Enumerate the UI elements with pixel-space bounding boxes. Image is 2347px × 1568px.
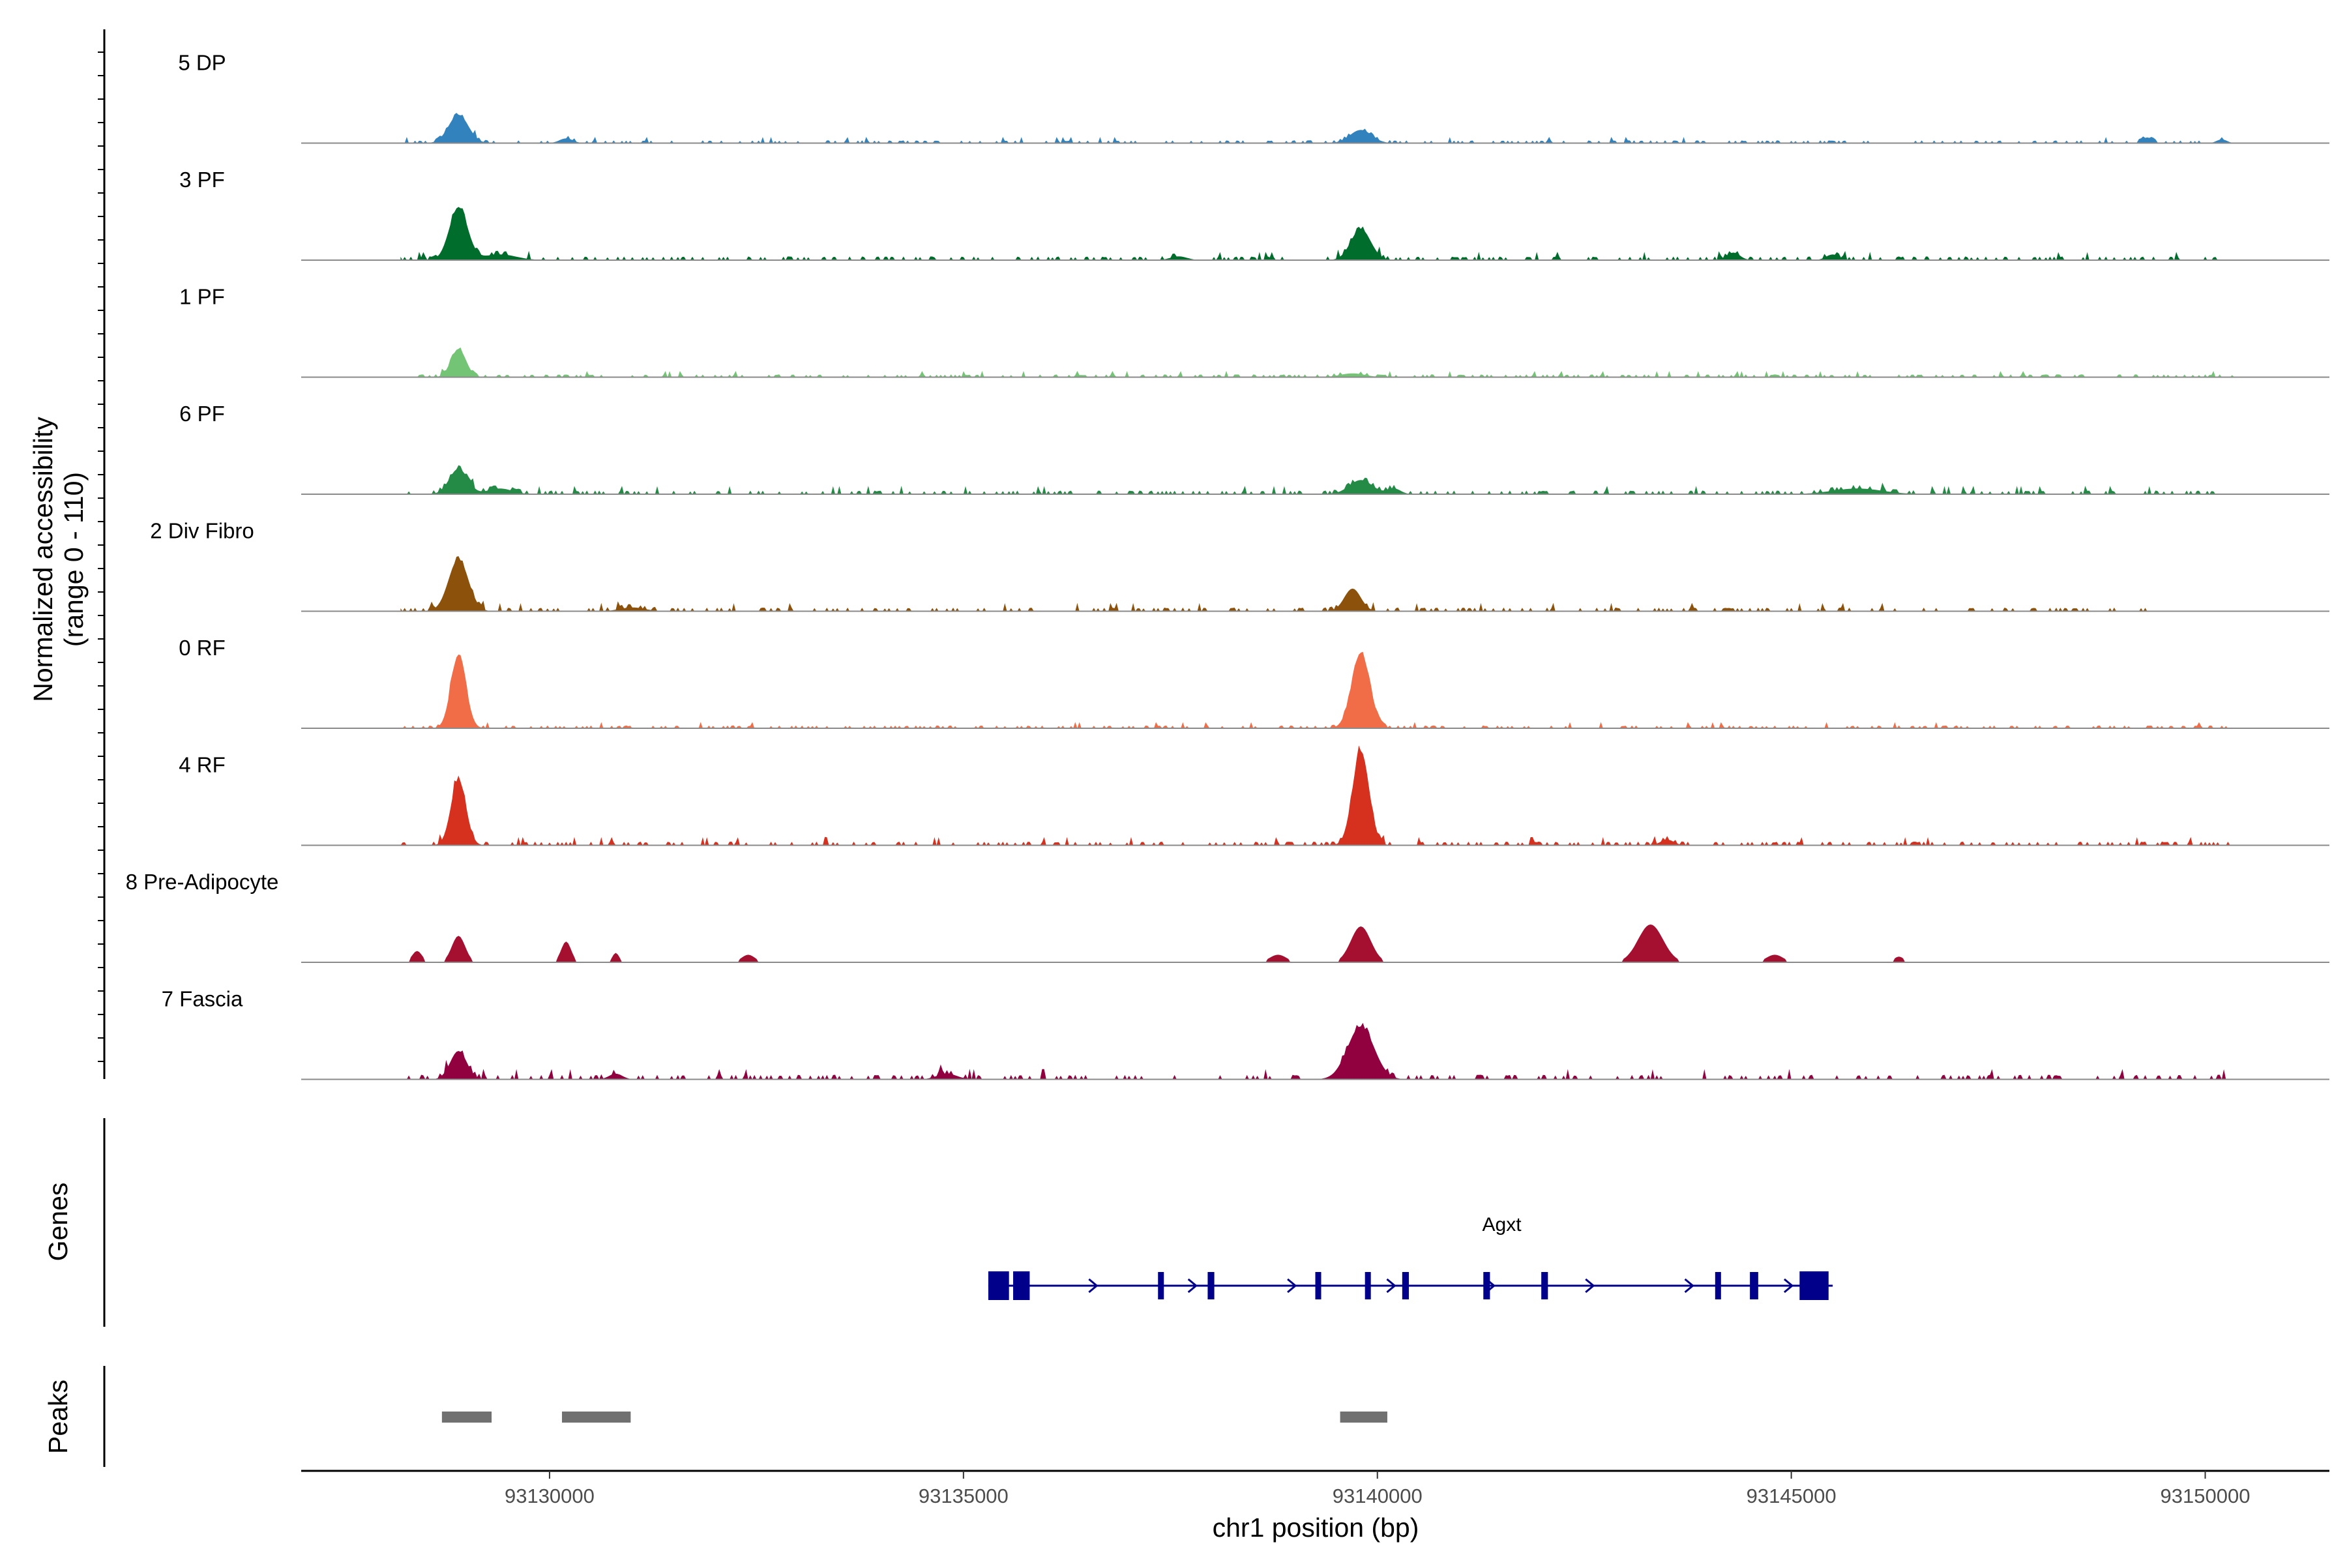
- x-axis-title: chr1 position (bp): [1213, 1513, 1419, 1543]
- gene-exon: [1158, 1272, 1164, 1299]
- gene-exon: [988, 1271, 1009, 1300]
- genes-track-title: Genes: [43, 1183, 73, 1262]
- coverage-area: [400, 1022, 2230, 1080]
- coverage-area: [400, 113, 2239, 143]
- track-7-fascia: [301, 1022, 2329, 1080]
- peak-region: [1340, 1412, 1387, 1423]
- x-tick-label: 93150000: [2161, 1485, 2251, 1507]
- x-tick-label: 93130000: [505, 1485, 595, 1507]
- peaks-track-title: Peaks: [43, 1380, 73, 1454]
- peak-region: [441, 1412, 492, 1423]
- gene-annotation-track: Agxt: [988, 1214, 1833, 1300]
- coverage-area: [400, 347, 2239, 377]
- track-label: 6 PF: [179, 402, 225, 426]
- coverage-area: [400, 651, 2230, 728]
- coverage-area: [400, 556, 2164, 612]
- y-axis-title-line1: Normalized accessibility: [28, 417, 58, 702]
- track-6-pf: [301, 465, 2329, 495]
- peak-region: [561, 1412, 631, 1423]
- coverage-area: [400, 465, 2230, 494]
- gene-exon: [1402, 1272, 1409, 1299]
- track-4-rf: [301, 745, 2329, 846]
- x-tick-label: 93135000: [919, 1485, 1009, 1507]
- gene-exon: [1799, 1271, 1829, 1300]
- peaks-track: [441, 1412, 1387, 1423]
- track-label: 7 Fascia: [162, 987, 243, 1011]
- strand-arrow: [1088, 1278, 1099, 1294]
- gene-exon: [1715, 1272, 1721, 1299]
- gene-exon: [1207, 1272, 1215, 1299]
- track-0-rf: [301, 651, 2329, 729]
- track-1-pf: [301, 347, 2329, 378]
- gene-exon: [1541, 1272, 1548, 1299]
- gene-exon: [1750, 1272, 1758, 1299]
- track-label: 8 Pre-Adipocyte: [126, 870, 279, 894]
- strand-arrow: [1585, 1278, 1595, 1294]
- track-label: 4 RF: [179, 753, 226, 777]
- gene-exon: [1365, 1272, 1371, 1299]
- strand-arrow: [1187, 1278, 1198, 1294]
- strand-arrow: [1287, 1278, 1297, 1294]
- x-tick-label: 93140000: [1333, 1485, 1423, 1507]
- coverage-area: [400, 745, 2230, 846]
- x-axis: 93130000 93135000 93140000 93145000 93150000: [301, 1470, 2329, 1507]
- gene-exon: [1483, 1272, 1490, 1299]
- strand-arrow: [1783, 1278, 1794, 1294]
- track-label: 1 PF: [179, 285, 225, 309]
- gene-exon: [1315, 1272, 1321, 1299]
- track-8-pre-adipocyte: [301, 925, 2329, 963]
- track-3-pf: [301, 207, 2329, 261]
- coverage-area: [400, 207, 2239, 260]
- y-axis-title-line2: (range 0 - 110): [59, 472, 89, 647]
- x-tick-label: 93145000: [1747, 1485, 1837, 1507]
- track-2-div-fibro: [301, 556, 2329, 612]
- track-5-dp: [301, 113, 2329, 144]
- strand-arrow: [1684, 1278, 1694, 1294]
- coverage-area: [400, 925, 1916, 962]
- strand-arrow: [1386, 1278, 1396, 1294]
- track-label: 0 RF: [179, 636, 226, 660]
- track-label: 2 Div Fibro: [150, 519, 254, 543]
- gene-name-label: Agxt: [1483, 1214, 1522, 1235]
- coverage-tracks: [301, 113, 2329, 1080]
- track-label: 5 DP: [178, 51, 226, 75]
- gene-exon: [1013, 1271, 1030, 1300]
- track-labels: 5 DP 3 PF 1 PF 6 PF 2 Div Fibro 0 RF 4 RF 8 Pre…: [126, 51, 279, 1011]
- track-label: 3 PF: [179, 168, 225, 192]
- y-axes: [98, 29, 106, 1467]
